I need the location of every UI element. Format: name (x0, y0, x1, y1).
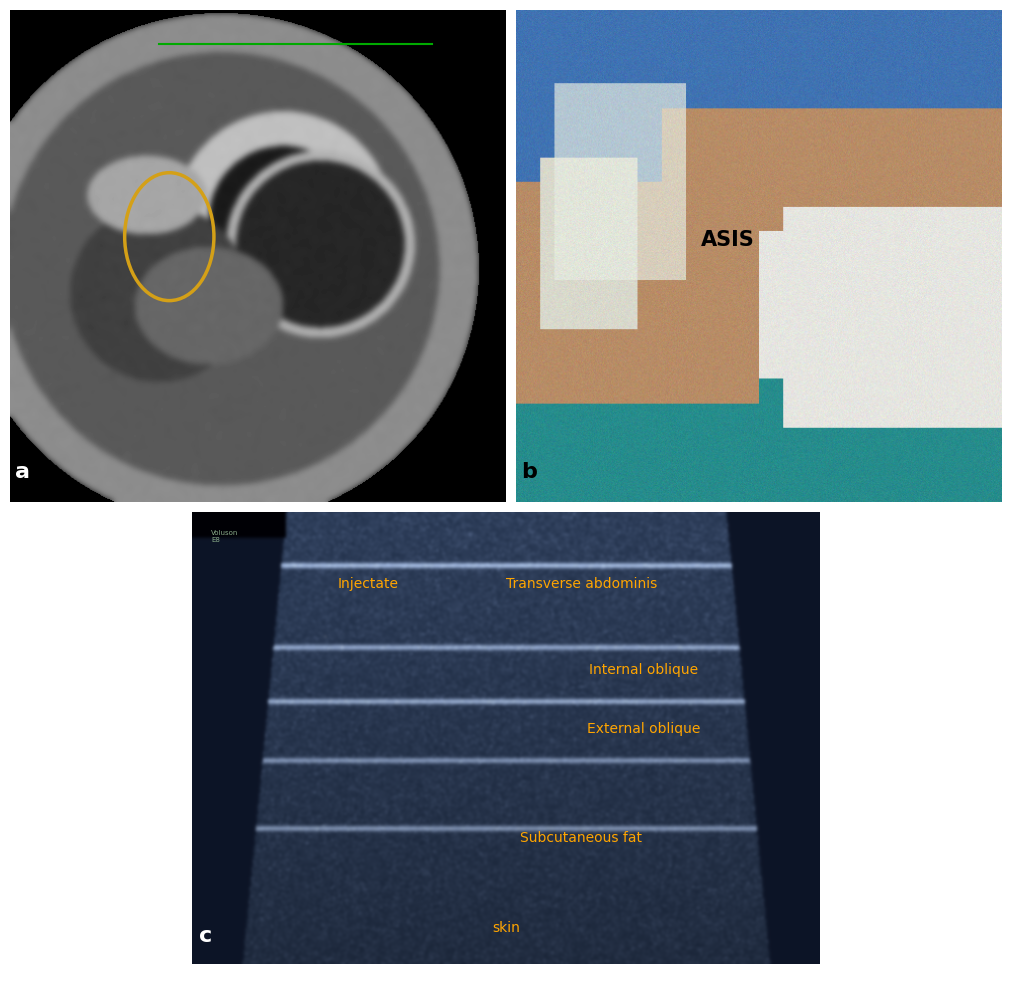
Text: a: a (15, 462, 30, 482)
Text: b: b (521, 462, 536, 482)
Text: Injectate: Injectate (337, 577, 398, 591)
Text: Subcutaneous fat: Subcutaneous fat (520, 830, 642, 844)
Text: External oblique: External oblique (586, 722, 700, 736)
Text: c: c (198, 926, 211, 947)
Text: skin: skin (491, 921, 520, 935)
Text: Transverse abdominis: Transverse abdominis (506, 577, 656, 591)
Text: Internal oblique: Internal oblique (588, 663, 698, 677)
Text: Voluson
E8: Voluson E8 (211, 529, 239, 543)
Text: ASIS: ASIS (700, 230, 754, 250)
